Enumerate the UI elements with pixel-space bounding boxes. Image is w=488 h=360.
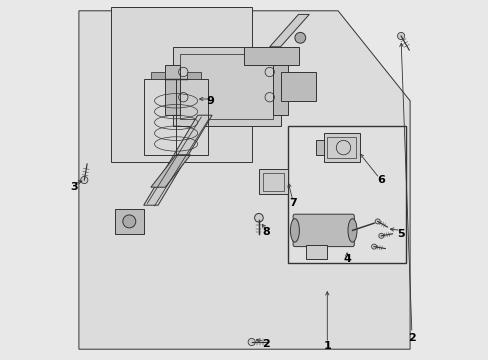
Polygon shape — [186, 72, 201, 79]
Text: 9: 9 — [206, 96, 214, 106]
Text: 5: 5 — [396, 229, 404, 239]
Circle shape — [247, 338, 255, 346]
Bar — [287, 126, 406, 263]
Circle shape — [374, 219, 380, 224]
Polygon shape — [165, 65, 179, 115]
FancyBboxPatch shape — [292, 214, 354, 247]
Ellipse shape — [347, 219, 356, 242]
Circle shape — [81, 176, 88, 184]
Polygon shape — [280, 72, 316, 101]
Text: 7: 7 — [288, 198, 296, 208]
Circle shape — [371, 244, 376, 249]
Text: 4: 4 — [343, 254, 350, 264]
Polygon shape — [244, 47, 298, 65]
Text: 2: 2 — [262, 339, 269, 349]
Text: 1: 1 — [323, 341, 330, 351]
Polygon shape — [273, 65, 287, 115]
Text: 3: 3 — [70, 182, 78, 192]
Text: 2: 2 — [407, 333, 415, 343]
Circle shape — [378, 233, 383, 238]
Polygon shape — [115, 209, 143, 234]
Polygon shape — [258, 169, 287, 194]
Polygon shape — [111, 7, 251, 162]
Text: 6: 6 — [377, 175, 385, 185]
Ellipse shape — [290, 219, 299, 242]
Polygon shape — [143, 115, 212, 205]
Text: 8: 8 — [262, 227, 269, 237]
Circle shape — [254, 213, 263, 222]
Circle shape — [294, 32, 305, 43]
Polygon shape — [305, 245, 326, 259]
Polygon shape — [269, 14, 309, 47]
Polygon shape — [79, 11, 409, 349]
Circle shape — [397, 32, 404, 40]
Polygon shape — [151, 72, 165, 79]
Circle shape — [122, 215, 136, 228]
Polygon shape — [172, 47, 280, 126]
Polygon shape — [151, 155, 190, 187]
Polygon shape — [316, 140, 323, 155]
Polygon shape — [323, 133, 359, 162]
